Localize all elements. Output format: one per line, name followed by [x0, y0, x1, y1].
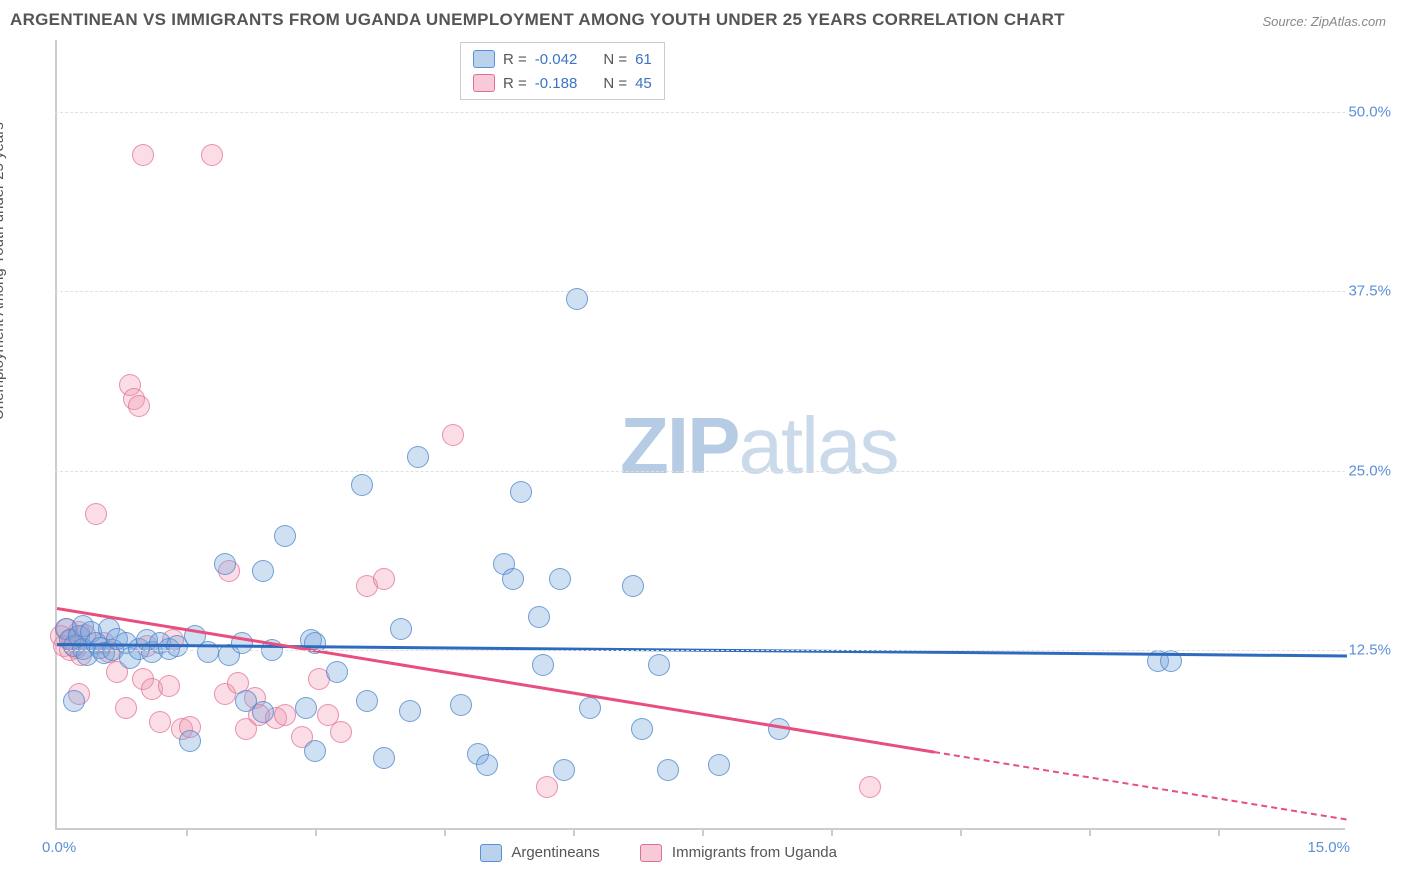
data-point: [399, 700, 421, 722]
data-point: [528, 606, 550, 628]
swatch-blue-icon: [473, 50, 495, 68]
swatch-blue-icon: [480, 844, 502, 862]
swatch-pink-icon: [640, 844, 662, 862]
data-point: [549, 568, 571, 590]
gridline: [55, 650, 1345, 651]
data-point: [304, 740, 326, 762]
x-tick: [1218, 828, 1220, 836]
stats-legend: R = -0.042 N = 61 R = -0.188 N = 45: [460, 42, 665, 100]
legend-label-arg: Argentineans: [511, 844, 599, 861]
x-axis-max-label: 15.0%: [1307, 839, 1350, 856]
x-axis-min-label: 0.0%: [42, 839, 76, 856]
trend-line: [934, 751, 1347, 820]
data-point: [132, 144, 154, 166]
data-point: [648, 654, 670, 676]
data-point: [407, 446, 429, 468]
data-point: [158, 675, 180, 697]
data-point: [450, 694, 472, 716]
stats-r-label: R =: [503, 51, 527, 68]
data-point: [390, 618, 412, 640]
data-point: [128, 395, 150, 417]
y-tick-label: 25.0%: [1348, 462, 1391, 479]
data-point: [326, 661, 348, 683]
x-tick: [186, 828, 188, 836]
data-point: [85, 503, 107, 525]
y-tick-label: 12.5%: [1348, 642, 1391, 659]
stats-n-value-arg: 61: [635, 51, 652, 68]
data-point: [214, 553, 236, 575]
data-point: [631, 718, 653, 740]
x-tick: [831, 828, 833, 836]
stats-n-label: N =: [603, 75, 627, 92]
data-point: [657, 759, 679, 781]
data-point: [356, 690, 378, 712]
stats-n-value-uga: 45: [635, 75, 652, 92]
data-point: [179, 730, 201, 752]
data-point: [553, 759, 575, 781]
stats-r-label: R =: [503, 75, 527, 92]
watermark: ZIPatlas: [620, 400, 897, 492]
data-point: [274, 704, 296, 726]
data-point: [373, 568, 395, 590]
data-point: [442, 424, 464, 446]
data-point: [274, 525, 296, 547]
watermark-atlas: atlas: [738, 401, 897, 490]
x-tick: [1089, 828, 1091, 836]
data-point: [536, 776, 558, 798]
data-point: [201, 144, 223, 166]
data-point: [330, 721, 352, 743]
x-tick: [315, 828, 317, 836]
gridline: [55, 112, 1345, 113]
y-tick-label: 37.5%: [1348, 283, 1391, 300]
swatch-pink-icon: [473, 74, 495, 92]
stats-row-argentineans: R = -0.042 N = 61: [473, 47, 652, 71]
legend-item-uganda: Immigrants from Uganda: [640, 844, 837, 862]
stats-row-uganda: R = -0.188 N = 45: [473, 71, 652, 95]
y-tick-label: 50.0%: [1348, 103, 1391, 120]
data-point: [510, 481, 532, 503]
x-tick: [444, 828, 446, 836]
stats-n-label: N =: [603, 51, 627, 68]
data-point: [115, 697, 137, 719]
data-point: [476, 754, 498, 776]
watermark-zip: ZIP: [620, 401, 738, 490]
stats-r-value-uga: -0.188: [535, 75, 578, 92]
gridline: [55, 291, 1345, 292]
x-tick: [702, 828, 704, 836]
legend-item-argentineans: Argentineans: [480, 844, 600, 862]
data-point: [502, 568, 524, 590]
data-point: [532, 654, 554, 676]
data-point: [149, 711, 171, 733]
data-point: [622, 575, 644, 597]
data-point: [252, 701, 274, 723]
gridline: [55, 471, 1345, 472]
data-point: [708, 754, 730, 776]
source-credit: Source: ZipAtlas.com: [1262, 14, 1386, 29]
stats-r-value-arg: -0.042: [535, 51, 578, 68]
data-point: [63, 690, 85, 712]
y-axis-title: Unemployment Among Youth under 25 years: [0, 122, 7, 420]
legend-label-uga: Immigrants from Uganda: [672, 844, 837, 861]
data-point: [859, 776, 881, 798]
series-legend: Argentineans Immigrants from Uganda: [480, 844, 837, 862]
data-point: [252, 560, 274, 582]
x-tick: [573, 828, 575, 836]
data-point: [295, 697, 317, 719]
data-point: [373, 747, 395, 769]
chart-title: ARGENTINEAN VS IMMIGRANTS FROM UGANDA UN…: [10, 10, 1065, 30]
data-point: [351, 474, 373, 496]
x-tick: [960, 828, 962, 836]
data-point: [579, 697, 601, 719]
